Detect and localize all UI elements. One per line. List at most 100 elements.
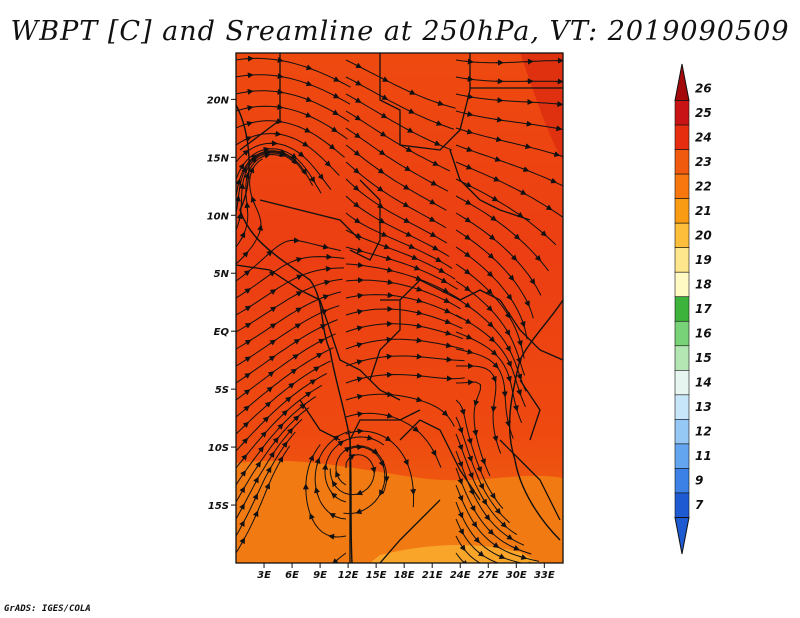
flow-arrow: [277, 455, 284, 464]
flow-arrow: [250, 157, 258, 164]
flow-arrow: [403, 165, 411, 172]
flow-arrow: [309, 512, 315, 521]
colorbar-swatch: [674, 468, 690, 494]
flow-arrow: [370, 465, 377, 474]
flow-arrow: [294, 307, 302, 314]
flow-arrow: [253, 476, 259, 484]
flow-arrow: [250, 196, 257, 204]
streamline: [345, 178, 448, 244]
flow-arrow: [529, 277, 536, 285]
flow-arrow: [415, 297, 423, 304]
flow-arrow: [465, 146, 473, 152]
colorbar-label: 16: [695, 327, 712, 341]
flow-arrow: [492, 542, 500, 548]
flow-arrow: [464, 181, 473, 188]
flow-arrow: [295, 274, 303, 281]
flow-arrow: [465, 348, 474, 355]
flow-arrow: [343, 446, 351, 453]
flow-arrow: [382, 243, 391, 250]
flow-arrow: [431, 160, 440, 166]
flow-arrow: [433, 140, 441, 146]
flow-arrow: [290, 152, 298, 159]
flow-arrow: [269, 323, 277, 330]
flow-arrow: [491, 195, 499, 202]
colorbar-label: 22: [695, 179, 712, 193]
flow-arrow: [264, 401, 272, 408]
flow-arrow: [552, 151, 561, 157]
flow-arrow: [402, 184, 410, 190]
streamline: [455, 144, 563, 187]
flow-arrow: [335, 470, 341, 479]
colorbar-swatch: [674, 345, 690, 371]
flow-arrow: [378, 459, 385, 468]
flow-arrow: [301, 141, 309, 147]
colorbar-swatch: [674, 492, 690, 518]
colorbar-swatch: [674, 443, 690, 469]
flow-arrow: [528, 561, 535, 563]
flow-arrow: [463, 268, 471, 275]
flow-arrow: [293, 338, 301, 345]
flow-arrow: [332, 92, 340, 99]
flow-arrow: [268, 355, 276, 362]
flow-arrow: [489, 492, 496, 500]
flow-arrow: [244, 339, 252, 346]
flow-arrow: [506, 359, 512, 368]
flow-arrow: [331, 109, 339, 116]
flow-arrow: [500, 521, 507, 528]
flow-arrow: [414, 396, 423, 403]
flow-arrow: [488, 336, 496, 343]
streamline: [455, 76, 563, 83]
colorbar-swatch: [674, 149, 690, 175]
streamline: [345, 161, 447, 229]
x-tick-label: 27E: [478, 570, 499, 581]
streamline: [345, 430, 415, 508]
colorbar-swatch: [674, 198, 690, 224]
flow-arrow: [278, 151, 287, 158]
flow-arrow: [354, 114, 362, 121]
flow-arrow: [322, 279, 331, 286]
flow-arrow: [331, 480, 338, 488]
streamline: [455, 314, 526, 408]
flow-arrow: [521, 166, 530, 172]
flow-arrow: [402, 201, 410, 208]
flow-arrow: [257, 445, 264, 453]
flow-arrow: [414, 322, 423, 329]
country-borders: [236, 53, 563, 563]
flow-arrow: [294, 257, 303, 263]
flow-arrow: [506, 293, 513, 301]
flow-arrow: [290, 368, 298, 375]
streamline: [455, 484, 540, 562]
flow-arrow: [457, 443, 464, 451]
flow-arrow: [269, 306, 277, 313]
flow-arrow: [236, 212, 243, 221]
flow-arrow: [242, 251, 249, 258]
streamline: [455, 246, 528, 340]
flow-arrow: [236, 178, 242, 187]
flow-arrow: [436, 100, 445, 106]
flow-arrow: [540, 230, 547, 237]
streamline: [345, 229, 456, 280]
flow-arrow: [355, 508, 364, 514]
flow-arrow: [490, 215, 497, 222]
flow-arrow: [464, 216, 472, 223]
flow-arrow: [269, 339, 277, 346]
flow-arrow: [516, 388, 522, 396]
flow-arrow: [457, 460, 464, 468]
flow-arrow: [465, 111, 474, 117]
flow-arrow: [457, 477, 464, 485]
colorbar-label: 12: [695, 425, 712, 439]
flow-arrow: [248, 166, 255, 175]
colorbar-swatch: [674, 271, 690, 298]
flow-arrow: [412, 264, 421, 271]
flow-arrow: [429, 180, 438, 186]
flow-arrow: [243, 270, 251, 277]
flow-arrow: [380, 94, 389, 100]
flow-arrow: [281, 441, 288, 449]
flow-arrow: [434, 120, 443, 126]
flow-arrow: [473, 536, 480, 544]
flow-arrow: [434, 256, 442, 263]
flow-arrow: [490, 404, 497, 413]
flow-arrow: [408, 89, 416, 95]
streamline: [236, 57, 351, 88]
flow-arrow: [291, 157, 298, 165]
